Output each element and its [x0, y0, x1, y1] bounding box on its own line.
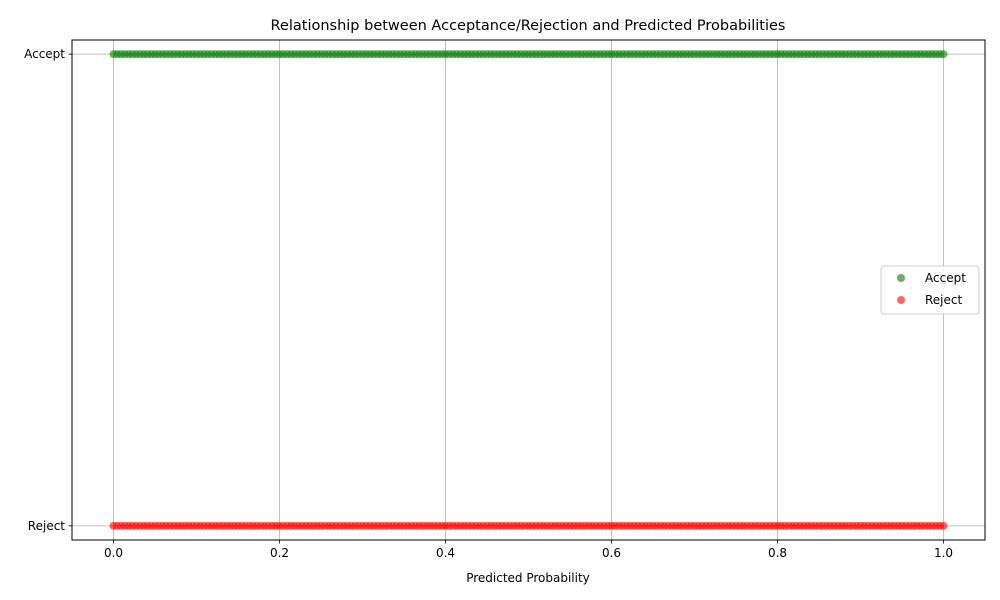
x-tick-label: 0.6 [602, 546, 621, 560]
x-tick-label: 0.8 [768, 546, 787, 560]
series-reject [109, 521, 948, 530]
x-tick-label: 0.4 [436, 546, 455, 560]
y-tick-label: Accept [24, 47, 65, 61]
x-tick-label: 1.0 [934, 546, 953, 560]
data-point [939, 521, 948, 530]
legend-label: Reject [925, 293, 962, 307]
axis-ticks: 0.0 0.2 0.4 0.6 0.8 1.0 Reject Accept [24, 47, 953, 560]
chart-title: Relationship between Acceptance/Rejectio… [271, 18, 786, 34]
legend-label: Accept [925, 271, 966, 285]
legend: Accept Reject [880, 265, 980, 315]
series-accept [109, 50, 948, 59]
y-tick-label: Reject [28, 519, 65, 533]
x-axis-label: Predicted Probability [466, 571, 590, 585]
data-points [109, 50, 948, 530]
plot-frame [71, 39, 986, 541]
legend-marker [897, 296, 905, 304]
legend-box [880, 265, 980, 315]
data-point [939, 50, 948, 59]
x-tick-label: 0.0 [104, 546, 123, 560]
legend-marker [897, 274, 905, 282]
x-tick-label: 0.2 [270, 546, 289, 560]
grid-lines [72, 40, 985, 540]
